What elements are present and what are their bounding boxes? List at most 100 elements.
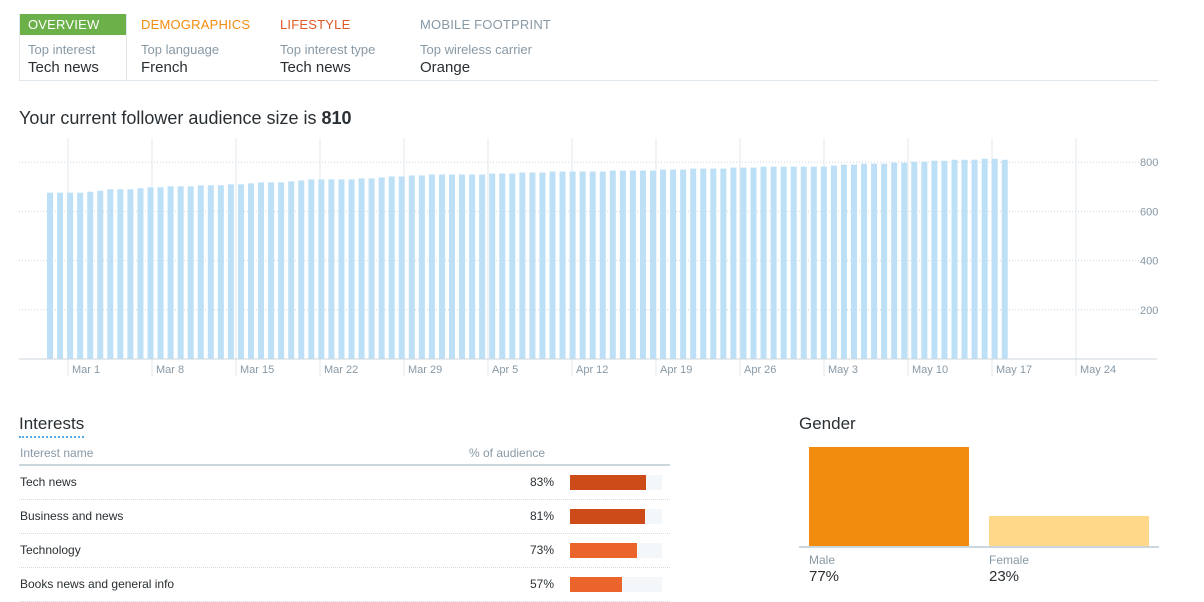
interest-bar-fill	[570, 509, 645, 524]
tab-overview-value: Tech news	[28, 59, 99, 76]
tab-lifestyle[interactable]: LIFESTYLE Top interest type Tech news	[272, 14, 402, 80]
chart-bar	[47, 192, 53, 359]
chart-bar	[971, 159, 978, 359]
chart-bar	[479, 174, 486, 359]
chart-bar	[519, 172, 526, 359]
chart-bar	[509, 173, 516, 359]
tab-mobile-footprint-name: MOBILE FOOTPRINT	[420, 17, 552, 32]
interests-table-header: Interest name % of audience	[19, 444, 670, 466]
tab-mobile-footprint[interactable]: MOBILE FOOTPRINT Top wireless carrier Or…	[412, 14, 562, 80]
interest-bar-track	[570, 543, 662, 558]
chart-bar	[177, 186, 184, 359]
interest-name: Tech news	[20, 475, 77, 489]
interest-row: Business and news 81%	[19, 500, 670, 534]
chart-bar	[800, 166, 807, 359]
chart-bar	[418, 175, 425, 359]
interest-bar-track	[570, 577, 662, 592]
gender-axis	[799, 546, 1159, 548]
chart-bar	[720, 168, 727, 359]
chart-bar	[760, 166, 767, 359]
tab-demographics-name: DEMOGRAPHICS	[141, 17, 251, 32]
chart-bar	[97, 190, 104, 359]
chart-bar	[489, 173, 496, 359]
tab-mobile-footprint-label: Top wireless carrier	[420, 42, 532, 57]
y-tick-label: 800	[1140, 157, 1158, 169]
chart-bar	[1001, 159, 1008, 359]
chart-bar	[680, 169, 687, 359]
chart-bar	[227, 184, 234, 359]
chart-bar	[449, 174, 455, 359]
chart-bar	[388, 176, 395, 359]
chart-bar	[740, 167, 747, 359]
chart-bar	[197, 185, 204, 359]
chart-bar	[217, 185, 224, 359]
gender-male-bar	[809, 447, 969, 546]
chart-bar	[298, 180, 305, 359]
chart-bar	[308, 179, 315, 359]
chart-bar	[830, 165, 837, 359]
chart-bar	[438, 174, 445, 359]
chart-bar	[539, 172, 546, 359]
chart-bar	[941, 160, 948, 359]
chart-bar	[107, 189, 114, 359]
tab-mobile-footprint-value: Orange	[420, 59, 471, 76]
x-tick-label: Mar 1	[72, 364, 100, 376]
interest-bar-fill	[570, 577, 623, 592]
chart-bar	[639, 170, 646, 359]
chart-bar	[931, 160, 938, 359]
chart-bar	[187, 186, 194, 359]
chart-bar	[660, 169, 667, 359]
x-tick-label: Apr 5	[492, 364, 518, 376]
x-tick-label: May 17	[996, 364, 1032, 376]
chart-bar	[991, 158, 998, 359]
gender-female-label: Female	[989, 553, 1030, 567]
interest-row: Technology 73%	[19, 534, 670, 568]
tab-overview-label: Top interest	[28, 42, 96, 57]
chart-bar	[780, 166, 787, 359]
interest-bar-track	[570, 509, 662, 524]
chart-bar	[348, 179, 355, 359]
chart-bar	[147, 187, 154, 359]
chart-bar	[730, 167, 737, 359]
tab-overview[interactable]: OVERVIEW Top interest Tech news	[19, 14, 127, 80]
chart-bar	[428, 174, 435, 359]
tab-demographics[interactable]: DEMOGRAPHICS Top language French	[133, 14, 263, 80]
chart-bar	[127, 189, 134, 359]
interest-row: Tech news 83%	[19, 466, 670, 500]
x-tick-label: May 10	[912, 364, 948, 376]
interests-title[interactable]: Interests	[19, 414, 85, 438]
gender-male-pct: 77%	[809, 568, 840, 585]
chart-bar	[157, 187, 164, 359]
chart-bar	[690, 168, 697, 359]
x-tick-label: Apr 26	[744, 364, 776, 376]
tab-lifestyle-name: LIFESTYLE	[280, 17, 351, 32]
chart-bar	[358, 178, 365, 359]
chart-bar	[258, 182, 265, 359]
gender-female-pct: 23%	[989, 568, 1020, 585]
chart-bar	[700, 168, 707, 359]
x-tick-label: Mar 15	[240, 364, 274, 376]
chart-bar	[951, 159, 958, 359]
gender-title: Gender	[799, 414, 856, 433]
chart-bar	[871, 163, 878, 359]
chart-bar	[861, 163, 868, 359]
chart-bar	[840, 164, 847, 359]
tab-lifestyle-value: Tech news	[280, 59, 351, 76]
chart-bar	[599, 171, 606, 359]
chart-bar	[328, 179, 335, 359]
chart-bar	[569, 171, 576, 359]
chart-bar	[368, 178, 375, 359]
interest-pct: 83%	[529, 475, 554, 489]
interest-bar-track	[570, 475, 662, 490]
chart-bar	[288, 181, 295, 359]
chart-bar	[338, 179, 345, 359]
chart-bar	[278, 182, 285, 359]
interest-row: Books news and general info 57%	[19, 568, 670, 602]
chart-bar	[529, 172, 536, 359]
chart-bar	[318, 179, 325, 359]
chart-bar	[961, 159, 968, 359]
chart-bar	[921, 161, 928, 359]
gender-male-label: Male	[809, 553, 836, 567]
chart-bar	[167, 186, 174, 359]
interest-name: Business and news	[20, 509, 124, 523]
